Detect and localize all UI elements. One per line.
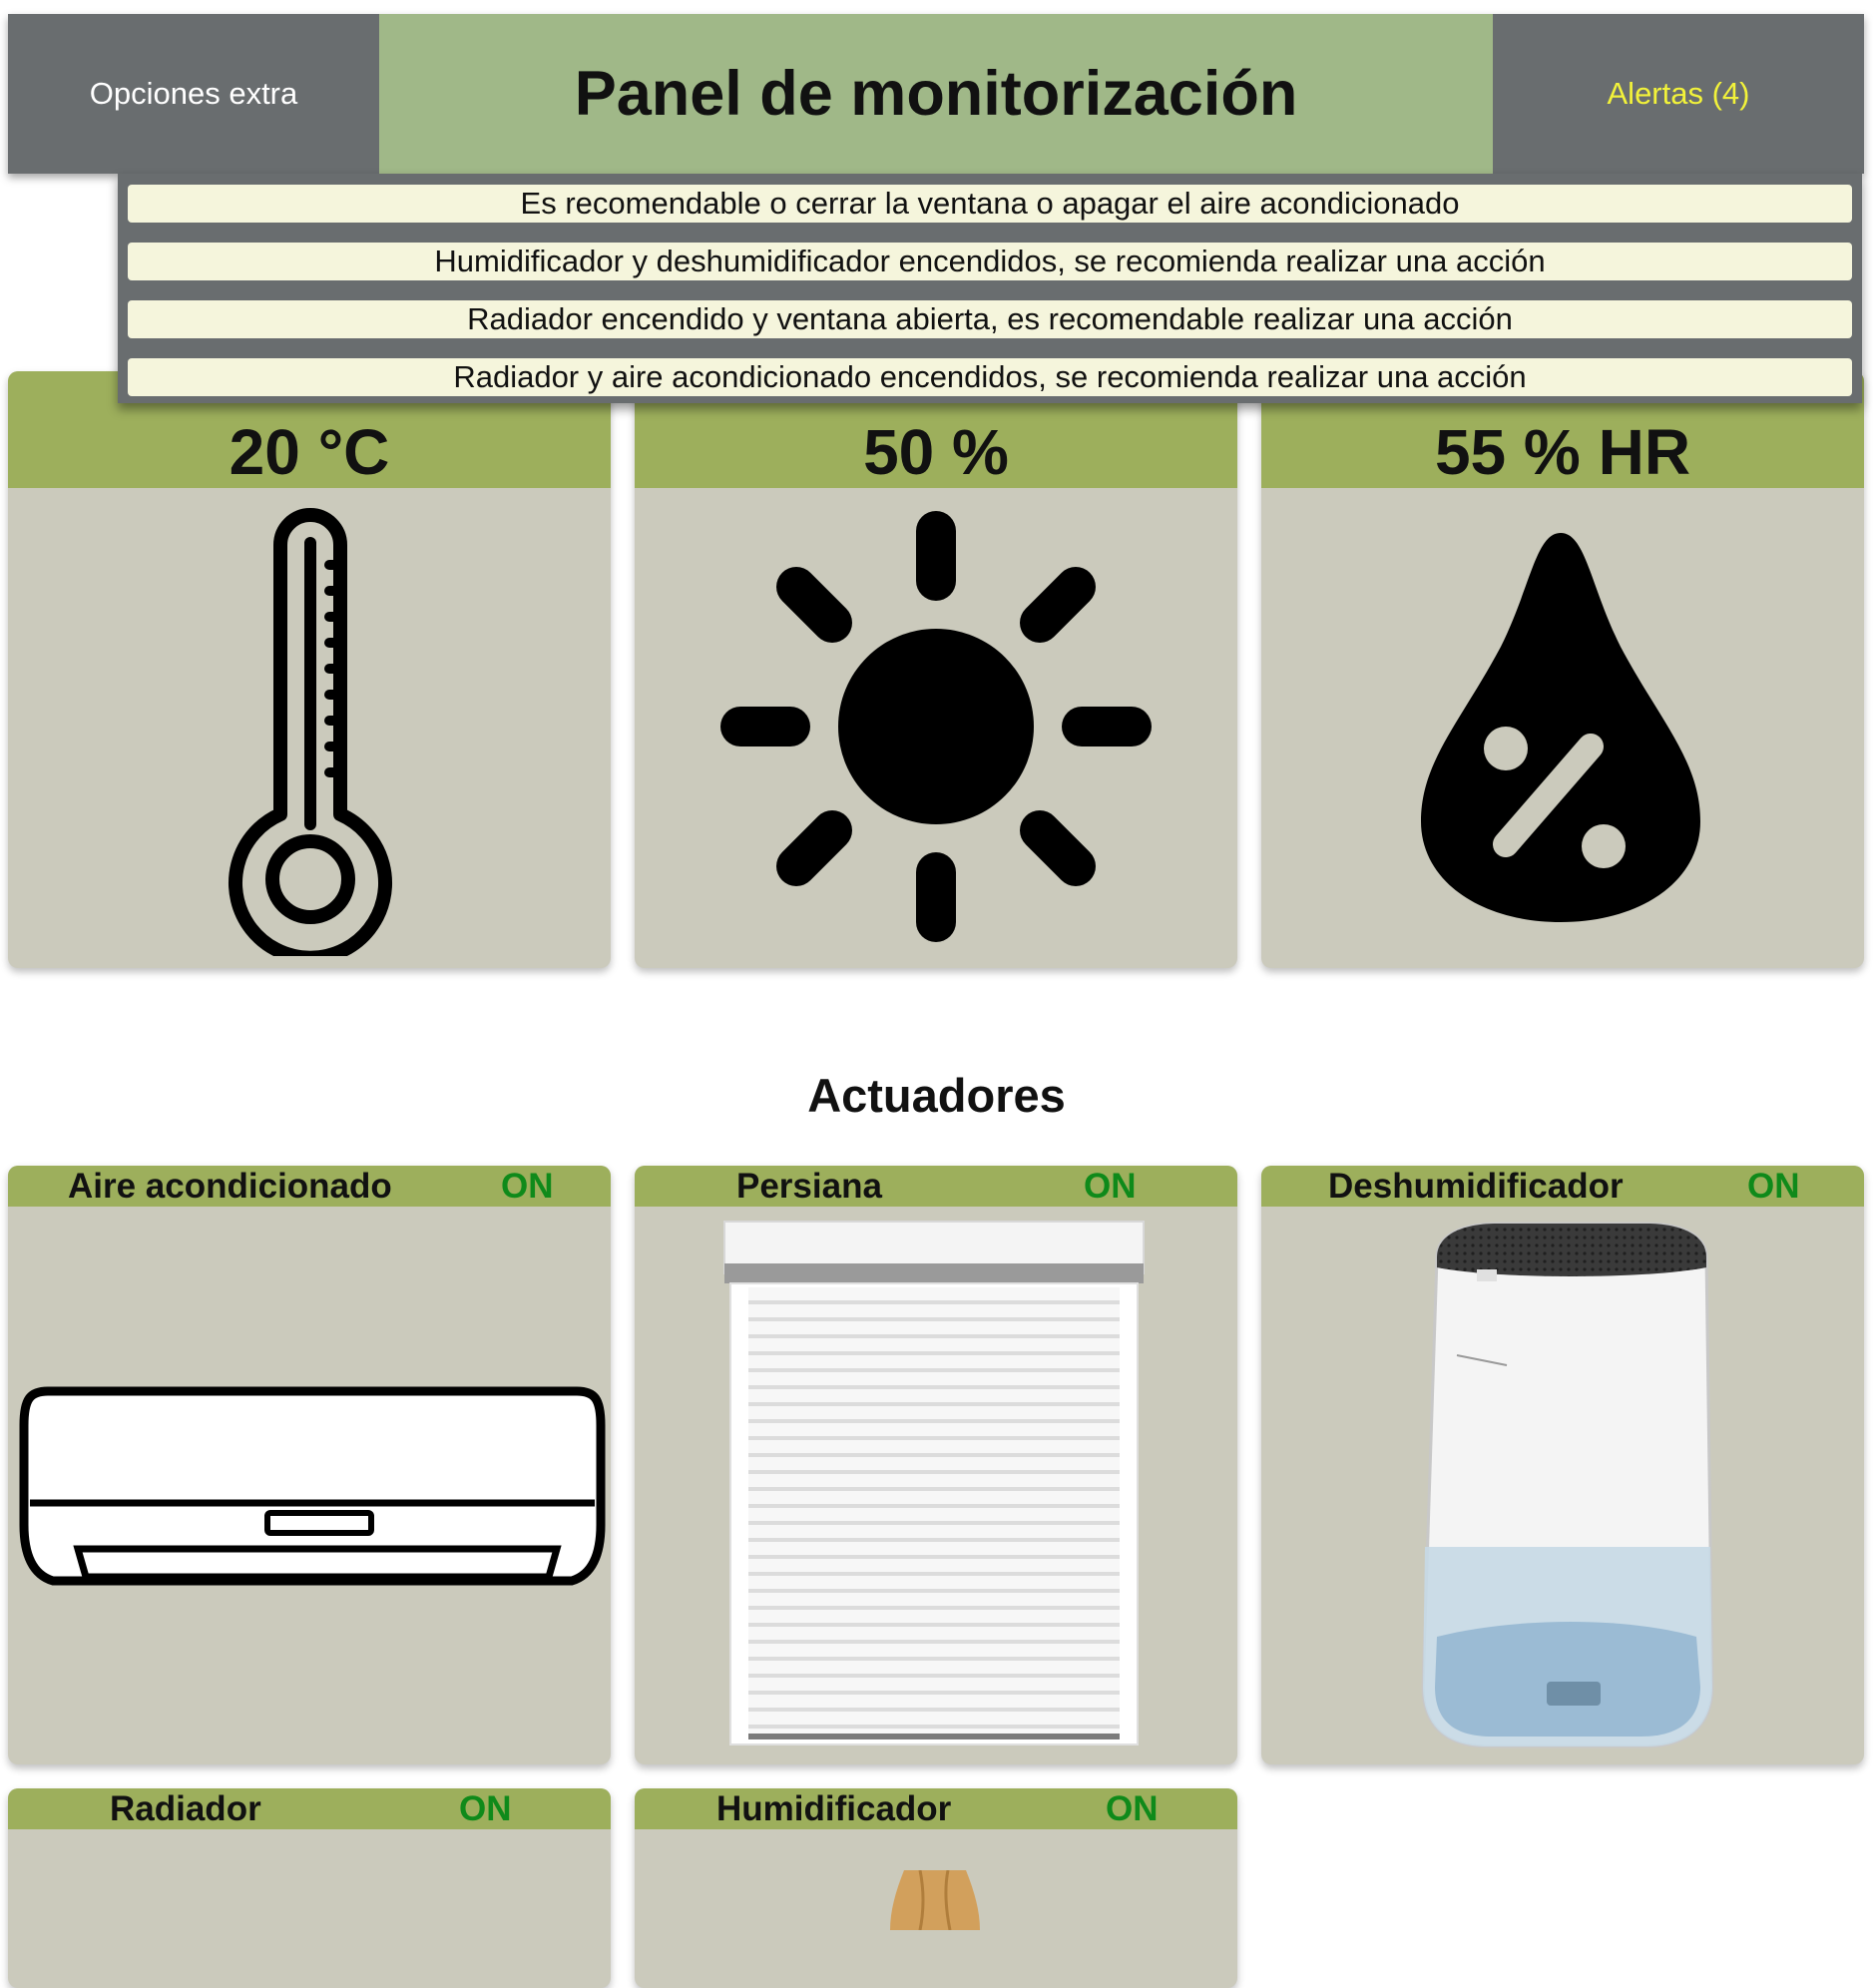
page-title: Panel de monitorización (379, 14, 1493, 174)
alerts-dropdown: Es recomendable o cerrar la ventana o ap… (118, 174, 1862, 403)
alerts-label: Alertas (4) (1607, 76, 1750, 111)
actuator-card-humidifier[interactable]: Humidificador ON (635, 1788, 1237, 1988)
actuator-name: Aire acondicionado (68, 1167, 392, 1206)
alert-item[interactable]: Es recomendable o cerrar la ventana o ap… (128, 185, 1852, 223)
page-title-text: Panel de monitorización (574, 59, 1298, 129)
humidity-value: 55 % HR (1434, 416, 1691, 488)
actuator-state-toggle[interactable]: ON (459, 1789, 512, 1828)
actuator-card-dehumidifier[interactable]: Deshumidificador ON (1261, 1166, 1864, 1764)
actuator-name: Humidificador (716, 1789, 952, 1828)
humidity-drop-icon (1421, 533, 1700, 922)
actuator-card-header (8, 1788, 611, 1829)
sensor-card-humidity: 55 % HR (1261, 371, 1864, 968)
actuator-state-toggle[interactable]: ON (1106, 1789, 1159, 1828)
actuator-state-toggle[interactable]: ON (1084, 1167, 1137, 1206)
dehumidifier-icon (1421, 1222, 1714, 1748)
actuator-card-header (635, 1166, 1237, 1207)
alert-item[interactable]: Humidificador y deshumidificador encendi… (128, 243, 1852, 280)
actuator-state-toggle[interactable]: ON (1747, 1167, 1800, 1206)
alerts-button[interactable]: Alertas (4) (1493, 14, 1864, 174)
actuators-section-title: Actuadores (807, 1069, 1066, 1122)
actuator-card-air-conditioner[interactable]: Aire acondicionado ON (8, 1166, 611, 1764)
actuator-card-header (8, 1166, 611, 1207)
sensor-card-temperature: 20 °C (8, 371, 611, 968)
roller-shutter-icon (723, 1221, 1145, 1745)
extra-options-label: Opciones extra (89, 76, 298, 111)
actuator-name: Persiana (736, 1167, 882, 1206)
sensor-card-light: 50 % (635, 371, 1237, 968)
thermometer-icon (229, 508, 392, 956)
alert-item[interactable]: Radiador encendido y ventana abierta, es… (128, 300, 1852, 338)
actuator-card-header (1261, 1166, 1864, 1207)
actuator-card-header (635, 1788, 1237, 1829)
actuator-name: Radiador (110, 1789, 261, 1828)
actuator-card-shutter[interactable]: Persiana ON (635, 1166, 1237, 1764)
top-header: Opciones extra Panel de monitorización A… (8, 14, 1864, 174)
actuator-state-toggle[interactable]: ON (501, 1167, 554, 1206)
light-value: 50 % (863, 416, 1009, 488)
temperature-value: 20 °C (229, 416, 390, 488)
actuator-name: Deshumidificador (1328, 1167, 1624, 1206)
alert-item[interactable]: Radiador y aire acondicionado encendidos… (128, 358, 1852, 396)
air-conditioner-icon (19, 1386, 606, 1586)
humidifier-icon (890, 1870, 980, 1930)
extra-options-button[interactable]: Opciones extra (8, 14, 379, 174)
sun-icon (720, 511, 1152, 942)
actuator-card-radiator[interactable]: Radiador ON (8, 1788, 611, 1988)
